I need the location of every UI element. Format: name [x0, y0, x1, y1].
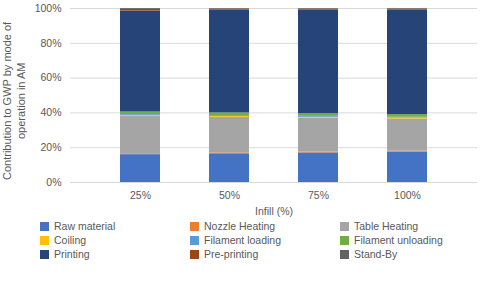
html-text:Coiling: Coiling [54, 234, 87, 246]
html-text:Printing: Printing [54, 248, 90, 260]
svg-text:75%: 75% [308, 189, 329, 201]
svg-text:Infill (%): Infill (%) [255, 205, 293, 217]
svg-text:60%: 60% [40, 71, 61, 83]
svg-text:40%: 40% [40, 106, 61, 118]
html-text:Raw material: Raw material [54, 220, 116, 232]
svg-text:80%: 80% [40, 37, 61, 49]
html-text:Contribution to GWP by mode of: Contribution to GWP by mode of operation… [1, 21, 27, 181]
svg-text:25%: 25% [130, 189, 151, 201]
svg-text:100%: 100% [35, 2, 62, 14]
svg-text:100%: 100% [394, 189, 421, 201]
svg-text:50%: 50% [219, 189, 240, 201]
svg-text:0%: 0% [46, 176, 61, 188]
html-text:Filament loading: Filament loading [204, 234, 281, 246]
html-text:Stand-By: Stand-By [354, 248, 398, 260]
html-text:Nozzle Heating: Nozzle Heating [204, 220, 276, 232]
html-text:Filament unloading: Filament unloading [354, 234, 443, 246]
html-text:Pre-printing: Pre-printing [204, 248, 259, 260]
html-text:Table Heating: Table Heating [354, 220, 419, 232]
svg-text:20%: 20% [40, 141, 61, 153]
